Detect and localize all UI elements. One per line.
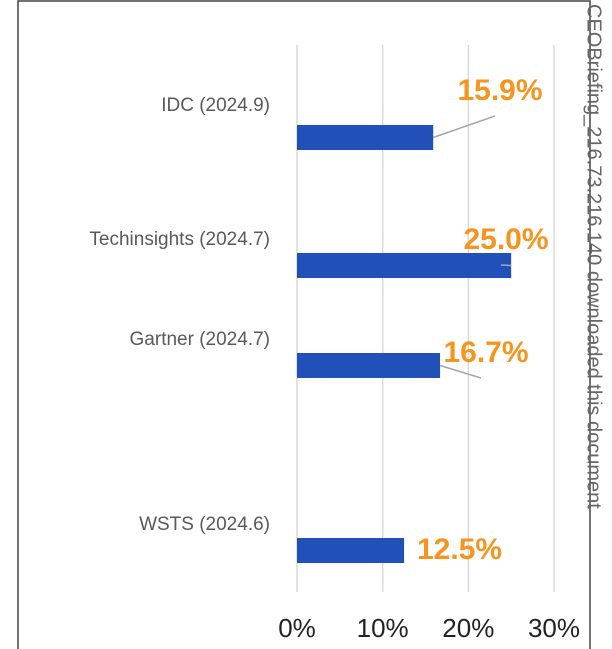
leader-line [439, 364, 482, 379]
value-label: 25.0% [463, 223, 548, 256]
bar [297, 125, 434, 150]
value-label: 16.7% [443, 336, 528, 369]
x-tick-label: 20% [442, 613, 494, 643]
bar [297, 253, 512, 278]
leader-line [432, 115, 496, 139]
category-label: WSTS (2024.6) [139, 514, 270, 535]
x-tick-label: 0% [278, 613, 316, 643]
x-tick-label: 10% [357, 613, 409, 643]
value-label: 15.9% [457, 74, 542, 107]
value-label: 12.5% [417, 533, 502, 566]
x-tick-label: 30% [528, 613, 580, 643]
leader-line [500, 264, 512, 267]
watermark: CEOBriefing_216.73.216.140 downloaded th… [583, 4, 605, 509]
category-label: Techinsights (2024.7) [89, 229, 270, 250]
bar [297, 353, 441, 378]
category-label: IDC (2024.9) [161, 95, 270, 116]
frame [17, 0, 591, 649]
bar [297, 538, 405, 563]
category-label: Gartner (2024.7) [130, 329, 270, 350]
